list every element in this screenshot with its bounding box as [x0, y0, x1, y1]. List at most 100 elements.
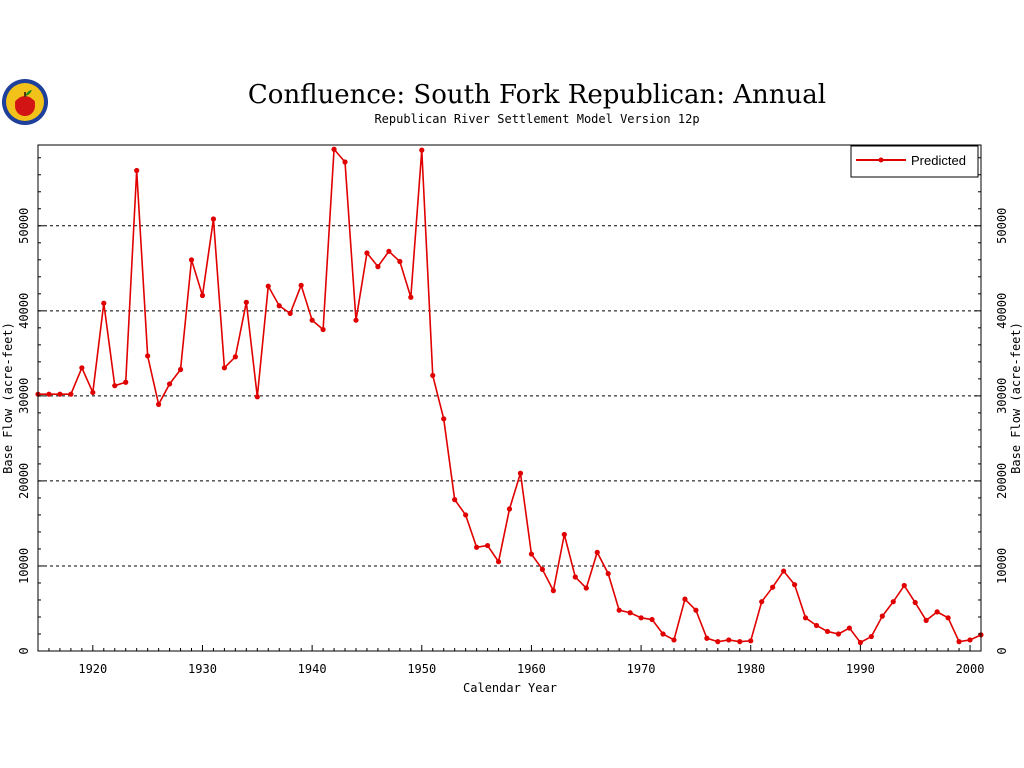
data-point [112, 383, 118, 389]
data-point [693, 607, 699, 613]
data-point [474, 544, 480, 550]
data-point [682, 596, 688, 602]
data-point [649, 616, 655, 623]
data-point [802, 615, 809, 621]
data-point [101, 300, 107, 306]
data-point [123, 379, 129, 385]
chart-title: Confluence: South Fork Republican: Annua… [248, 80, 826, 110]
data-point [419, 147, 425, 153]
data-point [770, 584, 776, 590]
data-point [441, 416, 447, 422]
data-point [68, 391, 74, 397]
x-axis: 1920 1930 1940 1950 1960 1970 1980 1990 2000 [37, 645, 985, 676]
data-point [254, 394, 260, 400]
data-point [934, 609, 940, 615]
data-point [309, 317, 315, 323]
data-point [430, 372, 436, 379]
y-tick-label-right: 30000 [995, 378, 1009, 414]
legend-box [850, 145, 979, 178]
data-point [638, 615, 644, 621]
data-point [561, 531, 567, 538]
x-tick-label: 1940 [298, 662, 327, 676]
data-point [594, 549, 600, 555]
x-tick-label: 1950 [407, 662, 436, 676]
data-point [145, 353, 151, 359]
y-axis-label-right: Base Flow (acre-feet) [1009, 322, 1023, 474]
y-tick-label-left: 50000 [17, 208, 31, 244]
data-point [46, 391, 52, 397]
data-point [868, 633, 874, 640]
data-point [539, 566, 545, 572]
data-point [188, 257, 195, 263]
data-point [835, 631, 842, 637]
data-point [923, 617, 929, 623]
data-point [583, 585, 589, 591]
data-point [177, 366, 184, 373]
data-point [79, 365, 85, 371]
data-point [199, 292, 206, 299]
data-point [726, 637, 732, 643]
x-axis-label: Calendar Year [463, 681, 557, 695]
data-point [528, 551, 535, 557]
legend-marker [878, 157, 884, 163]
y-axis-right: 0 10000 20000 30000 40000 50000 [975, 157, 1009, 655]
data-point [342, 159, 348, 165]
data-point [967, 637, 973, 643]
x-tick-label: 1980 [736, 662, 765, 676]
data-point [737, 639, 743, 645]
data-point [704, 635, 710, 641]
y-tick-label-right: 20000 [995, 463, 1009, 499]
apple-seal-icon [2, 79, 48, 125]
data-point [879, 613, 885, 619]
y-tick-label-right: 0 [995, 647, 1009, 654]
y-axis-label-left: Base Flow (acre-feet) [1, 322, 15, 474]
data-point [781, 568, 787, 574]
x-tick-label: 2000 [956, 662, 985, 676]
series-predicted [35, 146, 984, 646]
data-point [221, 365, 228, 371]
data-point [57, 391, 63, 397]
data-point [956, 639, 962, 645]
data-point [846, 625, 853, 631]
data-point [857, 639, 863, 646]
data-point [506, 506, 513, 512]
data-point [90, 389, 96, 396]
legend-entry-predicted: Predicted [911, 153, 966, 168]
data-point [166, 381, 173, 387]
data-point [298, 282, 304, 288]
data-point [276, 303, 282, 309]
data-point [484, 542, 491, 549]
data-point [408, 294, 414, 300]
data-point [671, 637, 677, 643]
data-point [331, 146, 337, 152]
data-point [463, 512, 469, 518]
data-point [748, 638, 754, 644]
data-point [945, 615, 951, 621]
legend: Predicted [850, 145, 979, 178]
data-point [320, 326, 326, 333]
data-point [243, 299, 249, 305]
data-point [364, 250, 370, 256]
data-point [660, 631, 666, 637]
y-tick-label-right: 10000 [995, 548, 1009, 584]
data-point [353, 317, 359, 323]
data-point [616, 607, 622, 613]
data-point [572, 574, 578, 580]
data-point [715, 639, 721, 645]
x-tick-label: 1930 [188, 662, 217, 676]
data-point [627, 610, 633, 616]
x-tick-label: 1990 [846, 662, 875, 676]
data-point [759, 599, 765, 605]
data-point [386, 248, 392, 254]
data-point [890, 599, 896, 605]
data-point [605, 571, 611, 577]
data-point [375, 264, 381, 270]
data-point [813, 622, 820, 629]
data-point [495, 559, 502, 565]
data-point [901, 582, 907, 589]
data-point [791, 582, 798, 588]
data-point [452, 497, 458, 503]
data-point [824, 628, 831, 635]
y-tick-label-right: 50000 [995, 208, 1009, 244]
